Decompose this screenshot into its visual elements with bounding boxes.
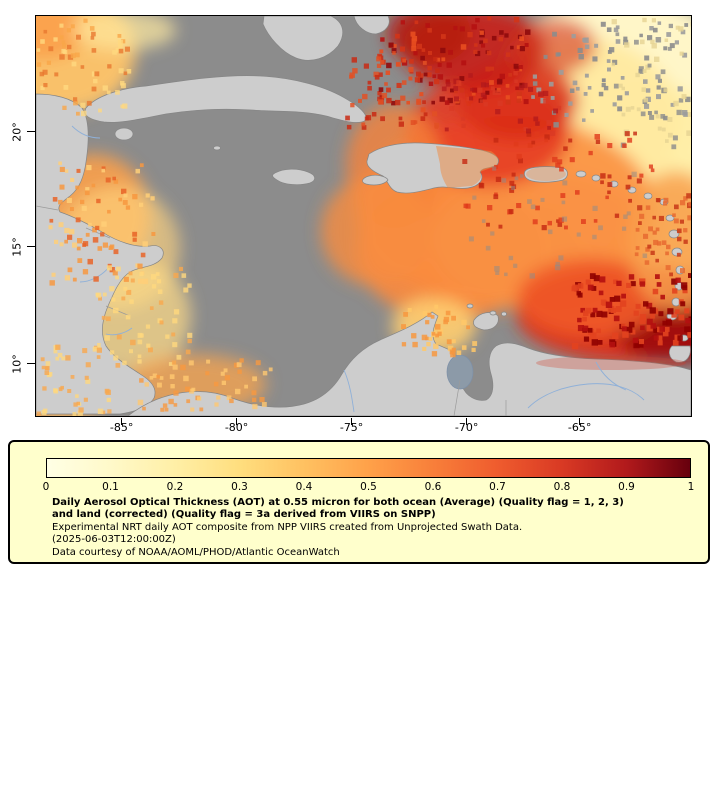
lon-tick-mark — [465, 418, 468, 426]
lon-tick-mark — [235, 418, 238, 426]
lat-tick-label: 15° — [10, 236, 24, 257]
colorbar-tick-label: 0.3 — [231, 481, 248, 493]
colorbar-tick-label: 0 — [42, 481, 50, 493]
lon-tick-mark — [350, 418, 353, 426]
lat-tick-label: 20° — [10, 121, 24, 142]
land-bahama-bank — [262, 16, 344, 61]
lon-tick-label: -85° — [109, 421, 134, 434]
land-cuba — [84, 75, 367, 123]
land-paraguana — [473, 312, 499, 331]
legend-text: Daily Aerosol Optical Thickness (AOT) at… — [52, 497, 692, 559]
colorbar-tick-label: 0.4 — [295, 481, 313, 493]
speckle-layer — [36, 16, 691, 416]
colorbar-tick-label: 1 — [687, 481, 695, 493]
colorbar-tick-label: 0.1 — [102, 481, 119, 493]
country-borders — [36, 205, 507, 416]
lat-tick-mark — [27, 245, 35, 248]
lon-tick-label: -75° — [339, 421, 364, 434]
legend-timestamp: (2025-06-03T12:00:00Z) — [52, 534, 176, 546]
lon-tick-mark — [578, 418, 581, 426]
legend-subtitle: Experimental NRT daily AOT composite fro… — [52, 521, 523, 533]
colorbar-ticks: 0 0.1 0.2 0.3 0.4 0.5 0.6 0.7 0.8 0.9 1 — [42, 481, 695, 494]
lon-tick-label: -65° — [567, 421, 592, 434]
lake-maracaibo — [446, 354, 474, 390]
land-aot-layer — [436, 146, 686, 370]
land-isla-juventud — [114, 127, 134, 141]
colorbar-tick-label: 0.9 — [618, 481, 635, 493]
lat-tick-label: 10° — [10, 353, 24, 374]
land-haiti-peninsula — [362, 174, 389, 186]
lon-tick-label: -80° — [224, 421, 249, 434]
colorbar-tick-label: 0.6 — [424, 481, 442, 493]
land-central-america — [36, 93, 164, 415]
colorbar-tick-label: 0.2 — [166, 481, 184, 493]
land-jamaica — [272, 168, 315, 186]
land-bahama-bank-2 — [353, 16, 390, 35]
colorbar — [46, 458, 691, 478]
rivers-borders-layer — [36, 125, 645, 416]
colorbar-tick-label: 0.7 — [489, 481, 506, 493]
map-plot — [35, 15, 692, 417]
lat-tick-mark — [27, 362, 35, 365]
colorbar-tick-label: 0.8 — [553, 481, 571, 493]
legend-credit: Data courtesy of NOAA/AOML/PHOD/Atlantic… — [52, 546, 340, 558]
lat-tick-mark — [27, 130, 35, 133]
lon-tick-mark — [120, 418, 123, 426]
map-svg — [36, 16, 691, 416]
legend-title: Daily Aerosol Optical Thickness (AOT) at… — [52, 497, 624, 521]
land-layer — [36, 16, 691, 416]
land-puerto-rico — [524, 166, 568, 183]
colorbar-tick-label: 0.5 — [360, 481, 377, 493]
land-trinidad — [669, 345, 691, 363]
legend-box: 0 0.1 0.2 0.3 0.4 0.5 0.6 0.7 0.8 0.9 1 Daily Aero… — [8, 440, 710, 564]
lon-tick-label: -70° — [454, 421, 479, 434]
map-area: 20° 15° 10° -85° -80° -75° -70° -65° — [10, 15, 692, 434]
